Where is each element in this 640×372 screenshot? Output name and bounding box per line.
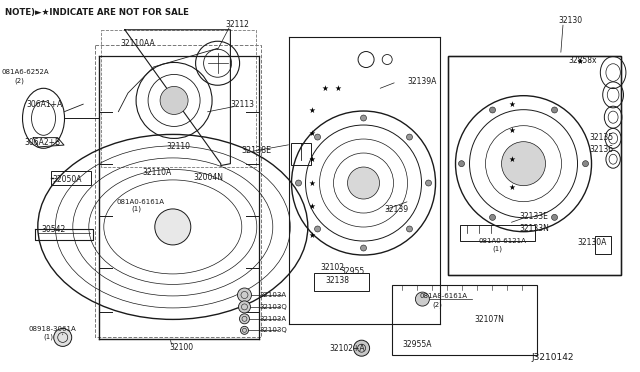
Circle shape <box>314 226 321 232</box>
Text: 32102+A: 32102+A <box>330 344 365 353</box>
Circle shape <box>426 180 431 186</box>
Circle shape <box>415 292 429 306</box>
Bar <box>289 37 440 324</box>
Text: 32100: 32100 <box>170 343 194 352</box>
Text: 081A0-6121A: 081A0-6121A <box>479 238 527 244</box>
Circle shape <box>155 209 191 245</box>
Bar <box>101 30 256 167</box>
Text: 32130A: 32130A <box>577 238 607 247</box>
Bar <box>314 273 369 291</box>
Text: 32133N: 32133N <box>520 224 550 233</box>
Text: 32103Q: 32103Q <box>259 327 287 333</box>
Circle shape <box>353 340 370 356</box>
Text: (1): (1) <box>44 334 54 340</box>
Bar <box>448 56 621 275</box>
Circle shape <box>239 301 250 313</box>
Circle shape <box>406 134 413 140</box>
Text: ★: ★ <box>309 106 316 115</box>
Circle shape <box>552 214 557 220</box>
Text: 32004N: 32004N <box>193 173 223 182</box>
Text: 32110: 32110 <box>166 142 191 151</box>
Text: (1): (1) <box>493 246 503 253</box>
Text: 32955A: 32955A <box>402 340 431 349</box>
Text: 32103A: 32103A <box>259 292 286 298</box>
Text: ★: ★ <box>577 57 583 65</box>
Text: ★: ★ <box>309 129 316 138</box>
Text: 32102: 32102 <box>320 263 344 272</box>
Text: 32955: 32955 <box>340 267 365 276</box>
Text: J3210142: J3210142 <box>531 353 573 362</box>
Text: ★: ★ <box>509 155 515 164</box>
Circle shape <box>502 142 545 186</box>
Circle shape <box>552 107 557 113</box>
Text: 08918-3061A: 08918-3061A <box>29 326 77 332</box>
Text: 32133E: 32133E <box>520 212 548 221</box>
Text: (2): (2) <box>433 301 442 308</box>
Text: 32112: 32112 <box>225 20 249 29</box>
Text: 081A8-6161A: 081A8-6161A <box>420 293 468 299</box>
Text: 306A1+A: 306A1+A <box>27 100 63 109</box>
Circle shape <box>360 115 367 121</box>
Text: (2): (2) <box>14 77 24 84</box>
Text: 306A2+B: 306A2+B <box>24 138 60 147</box>
Circle shape <box>406 226 413 232</box>
Text: ★: ★ <box>335 84 341 93</box>
Text: NOTE)►★INDICATE ARE NOT FOR SALE: NOTE)►★INDICATE ARE NOT FOR SALE <box>5 8 189 17</box>
Text: 32103A: 32103A <box>259 316 286 322</box>
Circle shape <box>239 314 250 324</box>
Text: 32113: 32113 <box>230 100 254 109</box>
Text: ★: ★ <box>309 155 316 164</box>
Bar <box>291 143 310 165</box>
Text: 32130: 32130 <box>558 16 582 25</box>
Bar <box>392 285 537 355</box>
Text: 32136: 32136 <box>589 145 614 154</box>
Circle shape <box>296 180 301 186</box>
Text: 32138: 32138 <box>325 276 349 285</box>
Text: 30542: 30542 <box>42 225 66 234</box>
Bar <box>51 171 92 185</box>
Text: ★: ★ <box>309 231 316 240</box>
Bar <box>95 45 261 337</box>
Text: ★: ★ <box>509 100 515 109</box>
Circle shape <box>582 161 589 167</box>
Circle shape <box>237 288 252 302</box>
Bar <box>595 236 611 254</box>
Text: 32050A: 32050A <box>52 175 82 184</box>
Text: ★: ★ <box>309 179 316 187</box>
Text: 32110AA: 32110AA <box>120 39 155 48</box>
Circle shape <box>314 134 321 140</box>
Text: 32135: 32135 <box>589 133 614 142</box>
Bar <box>460 225 534 241</box>
Text: 32138E: 32138E <box>242 146 272 155</box>
Bar <box>448 56 621 275</box>
Circle shape <box>490 107 495 113</box>
Text: 32107N: 32107N <box>475 315 505 324</box>
Text: ★: ★ <box>509 183 515 192</box>
Circle shape <box>160 86 188 115</box>
Circle shape <box>458 161 465 167</box>
Text: 081A6-6252A: 081A6-6252A <box>1 69 49 75</box>
Circle shape <box>348 167 380 199</box>
Text: (1): (1) <box>131 206 141 212</box>
Circle shape <box>490 214 495 220</box>
Text: ★: ★ <box>509 126 515 135</box>
Text: 081A0-6161A: 081A0-6161A <box>116 199 164 205</box>
Text: 32103Q: 32103Q <box>259 304 287 310</box>
Text: 32110A: 32110A <box>142 168 172 177</box>
Text: 32139A: 32139A <box>407 77 436 86</box>
Circle shape <box>54 328 72 346</box>
Circle shape <box>241 326 248 334</box>
Text: 32858x: 32858x <box>568 56 597 65</box>
Text: 32139: 32139 <box>384 205 408 214</box>
Text: ★: ★ <box>322 84 328 93</box>
Text: ★: ★ <box>309 202 316 211</box>
Circle shape <box>360 245 367 251</box>
